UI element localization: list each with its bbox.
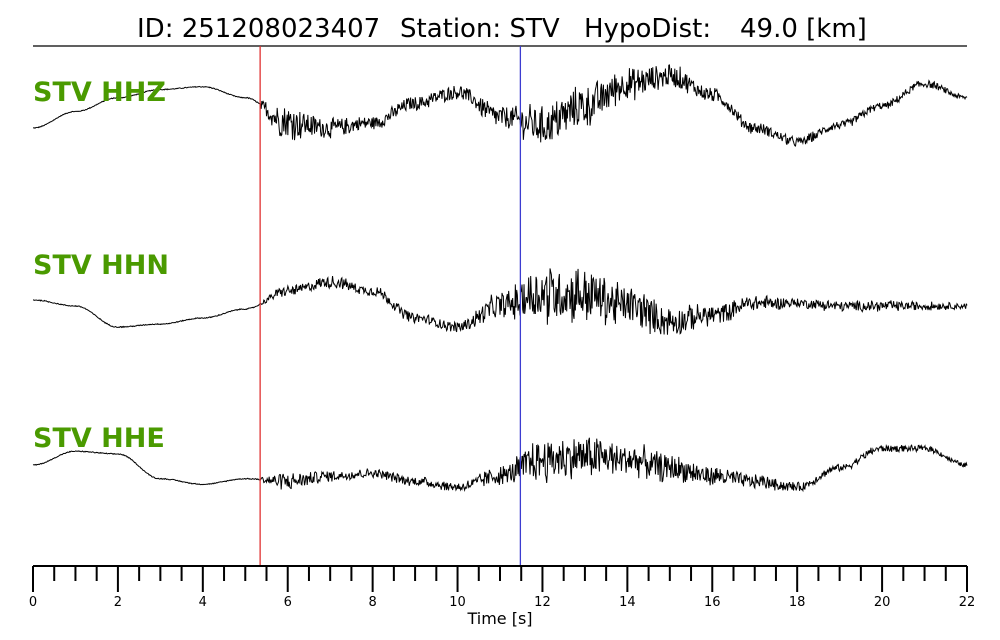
x-tick-label: 6: [284, 595, 292, 610]
channel-label-hhz: STV HHZ: [33, 77, 166, 108]
figure-title: ID: 251208023407 Station: STV HypoDist: …: [137, 14, 867, 44]
channel-label-hhn: STV HHN: [33, 250, 169, 281]
trace-hhz: [32, 64, 968, 147]
x-axis-tick-labels: 0 2 4 6 8 10 12 14 16 18 20 22: [29, 595, 975, 610]
x-axis: 0 2 4 6 8 10 12 14 16 18 20 22 Time [s]: [29, 565, 975, 628]
x-tick-label: 2: [114, 595, 122, 610]
x-tick-label: 22: [959, 595, 976, 610]
x-tick-label: 16: [704, 595, 721, 610]
x-axis-label: Time [s]: [466, 609, 532, 628]
trace-hhn: [32, 268, 968, 335]
x-tick-label: 4: [199, 595, 207, 610]
trace-hhe: [32, 437, 968, 493]
x-tick-label: 20: [874, 595, 891, 610]
hypodist-value: 49.0 [km]: [740, 14, 867, 44]
channel-label-hhe: STV HHE: [33, 423, 165, 454]
x-tick-label: 10: [449, 595, 466, 610]
x-tick-label: 14: [619, 595, 636, 610]
waveform-hhz: [32, 64, 968, 147]
hypodist-label: HypoDist:: [584, 14, 711, 44]
waveform-hhn: [32, 268, 968, 335]
station-text: Station: STV: [400, 14, 560, 44]
x-tick-label: 8: [368, 595, 376, 610]
x-axis-ticks: [32, 566, 968, 592]
x-tick-label: 0: [29, 595, 37, 610]
x-tick-label: 18: [789, 595, 806, 610]
event-id-text: ID: 251208023407: [137, 14, 380, 44]
waveform-hhe: [32, 437, 968, 493]
x-tick-label: 12: [534, 595, 551, 610]
